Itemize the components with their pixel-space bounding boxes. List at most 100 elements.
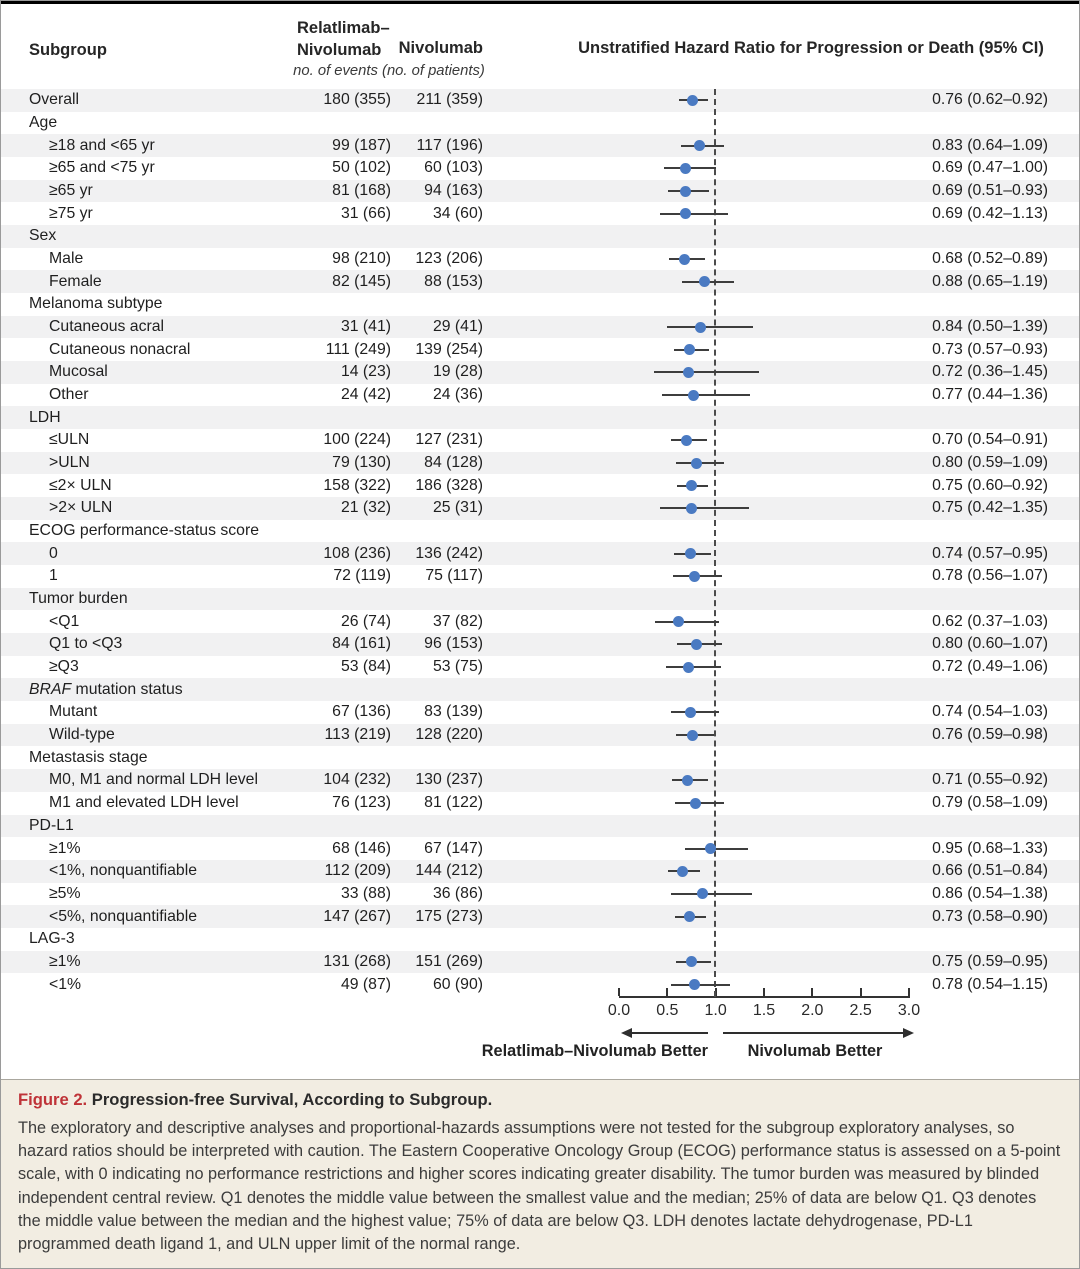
events-relatlimab-nivolumab: 53 (84) [340, 658, 391, 676]
axis-tick-label: 0.0 [607, 1002, 631, 1019]
subgroup-data-row: Cutaneous nonacral 111 (249) 139 (254) 0.73… [1, 338, 1079, 361]
axis-tick-label: 3.0 [897, 1002, 921, 1019]
subgroup-data-row: Female 82 (145) 88 (153) 0.88 (0.65–1.19) [1, 270, 1079, 294]
subgroup-label: ≥1% [49, 952, 81, 970]
subgroup-data-row: ≥1% 131 (268) 151 (269) 0.75 (0.59–0.95) [1, 950, 1079, 974]
axis-tick [908, 988, 910, 996]
events-relatlimab-nivolumab: 147 (267) [323, 907, 391, 925]
events-nivolumab: 211 (359) [416, 91, 483, 109]
hr-value: 0.71 (0.55–0.92) [932, 771, 1048, 789]
subgroup-data-row: <1%, nonquantifiable 112 (209) 144 (212) 0.… [1, 859, 1079, 883]
hazard-ratio-point [683, 366, 695, 378]
confidence-interval-line [661, 394, 751, 397]
subgroup-label: 1 [49, 567, 58, 585]
subgroup-label: Other [49, 386, 89, 404]
events-nivolumab: 151 (269) [415, 952, 483, 970]
events-relatlimab-nivolumab: 67 (136) [332, 703, 391, 721]
subgroup-header-row: ECOG performance-status score [1, 520, 1079, 543]
subgroup-label: ≥65 and <75 yr [49, 159, 155, 177]
events-nivolumab: 25 (31) [432, 499, 483, 517]
subgroup-label: M0, M1 and normal LDH level [49, 771, 258, 789]
hazard-ratio-point [686, 956, 697, 968]
events-relatlimab-nivolumab: 26 (74) [340, 612, 391, 630]
hazard-ratio-point [690, 638, 702, 650]
events-nivolumab: 60 (103) [424, 159, 483, 177]
figure-label: Figure 2. [18, 1090, 88, 1109]
hr-value: 0.75 (0.59–0.95) [932, 952, 1048, 970]
hr-value: 0.69 (0.51–0.93) [932, 182, 1048, 200]
subgroup-header-row: Tumor burden [1, 587, 1079, 611]
hr-value: 0.76 (0.62–0.92) [932, 91, 1048, 109]
subgroup-data-row: ≥65 yr 81 (168) 94 (163) 0.69 (0.51–0.93) [1, 179, 1079, 203]
events-relatlimab-nivolumab: 79 (130) [332, 454, 391, 472]
reference-line [714, 89, 716, 997]
events-nivolumab: 144 (212) [415, 862, 483, 880]
subgroup-label: LAG-3 [29, 930, 75, 948]
events-relatlimab-nivolumab: 158 (322) [323, 476, 391, 494]
subgroup-data-row: ≤2× ULN 158 (322) 186 (328) 0.75 (0.60–0.92… [1, 474, 1079, 497]
hazard-ratio-point [681, 434, 693, 446]
axis-tick-label: 2.0 [801, 1002, 824, 1019]
hr-value: 0.78 (0.56–1.07) [932, 567, 1048, 585]
caption-title-line: Figure 2. Progression-free Survival, Acc… [18, 1090, 1063, 1110]
subgroup-label: Cutaneous nonacral [49, 340, 191, 358]
hazard-ratio-point [686, 729, 698, 741]
hazard-ratio-point [684, 911, 696, 923]
right-better-label: Nivolumab Better [747, 1042, 883, 1060]
confidence-interval-line [659, 212, 729, 215]
top-rule [1, 1, 1079, 4]
hr-value: 0.80 (0.59–1.09) [932, 454, 1048, 472]
hazard-ratio-point [679, 253, 691, 265]
events-nivolumab: 186 (328) [415, 476, 483, 494]
events-nivolumab: 67 (147) [424, 839, 483, 857]
events-nivolumab: 139 (254) [415, 340, 483, 358]
events-nivolumab: 136 (242) [415, 544, 483, 562]
events-relatlimab-nivolumab: 21 (32) [340, 499, 391, 517]
events-relatlimab-nivolumab: 68 (146) [332, 839, 391, 857]
axis-tick [666, 988, 669, 996]
subgroup-data-row: Cutaneous acral 31 (41) 29 (41) 0.84 (0.50–… [1, 315, 1079, 339]
hazard-ratio-point [685, 548, 697, 560]
column-header-subgroup: Subgroup [29, 41, 107, 59]
events-nivolumab: 117 (196) [416, 136, 483, 154]
events-nivolumab: 75 (117) [425, 567, 483, 585]
subgroup-data-row: ≥18 and <65 yr 99 (187) 117 (196) 0.83 (0.6… [1, 134, 1079, 158]
subgroup-header-row: PD-L1 [1, 814, 1079, 838]
hazard-ratio-point [677, 865, 689, 877]
hr-value: 0.74 (0.57–0.95) [932, 544, 1048, 562]
hazard-ratio-point [686, 502, 697, 514]
events-relatlimab-nivolumab: 81 (168) [332, 182, 391, 200]
events-nivolumab: 29 (41) [432, 318, 483, 336]
hr-value: 0.86 (0.54–1.38) [932, 884, 1048, 902]
subgroup-label: 0 [49, 544, 58, 562]
hazard-ratio-point [687, 389, 699, 401]
left-arrow [621, 1028, 708, 1038]
subgroup-label: ECOG performance-status score [29, 522, 260, 540]
events-nivolumab: 175 (273) [415, 907, 483, 925]
events-nivolumab: 130 (237) [415, 771, 483, 789]
hr-value: 0.79 (0.58–1.09) [932, 794, 1048, 812]
events-relatlimab-nivolumab: 100 (224) [323, 431, 391, 449]
axis-tick-label: 1.5 [752, 1002, 776, 1019]
subgroup-label: Wild-type [49, 726, 115, 744]
events-relatlimab-nivolumab: 108 (236) [323, 544, 391, 562]
axis-tick-label: 1.0 [704, 1002, 727, 1019]
subgroup-label: Age [29, 114, 58, 131]
subgroup-label: Tumor burden [29, 590, 128, 608]
hr-value: 0.80 (0.60–1.07) [932, 635, 1048, 653]
events-nivolumab: 36 (86) [432, 884, 483, 902]
subgroup-label: Female [49, 272, 102, 290]
subgroup-header-row: LAG-3 [1, 928, 1079, 951]
subgroup-data-row: <Q1 26 (74) 37 (82) 0.62 (0.37–1.03) [1, 610, 1079, 633]
hazard-ratio-point [680, 162, 692, 174]
hr-value: 0.95 (0.68–1.33) [932, 839, 1048, 857]
events-relatlimab-nivolumab: 14 (23) [340, 363, 391, 381]
hr-value: 0.68 (0.52–0.89) [932, 250, 1048, 268]
hazard-ratio-point [694, 321, 706, 333]
subgroup-label: ≤2× ULN [49, 476, 112, 494]
subgroup-label: ≥1% [49, 839, 81, 857]
subgroup-label: <1%, nonquantifiable [49, 862, 197, 880]
events-relatlimab-nivolumab: 50 (102) [332, 159, 391, 177]
hazard-ratio-point [686, 480, 697, 492]
subgroup-label: Overall [29, 91, 80, 109]
